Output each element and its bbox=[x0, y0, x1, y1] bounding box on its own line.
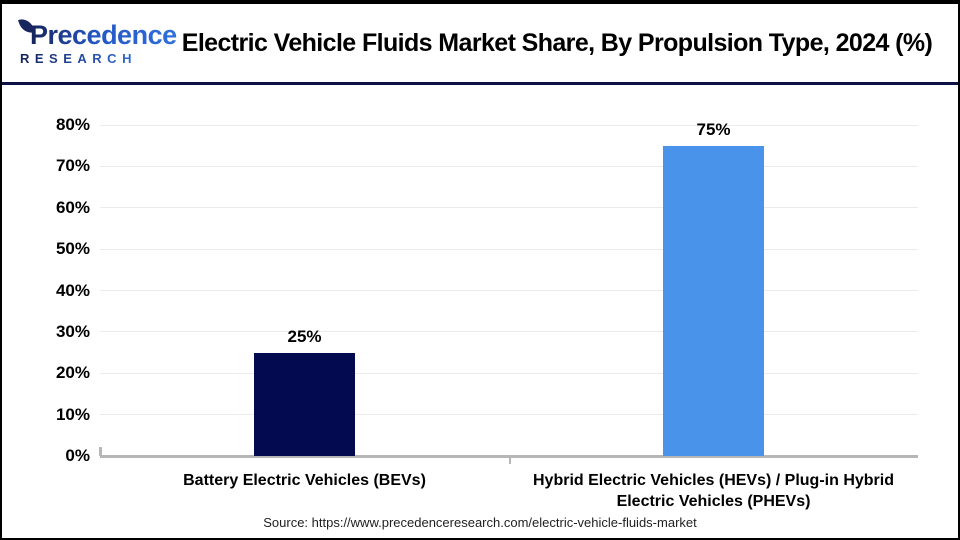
x-axis-category-label: Hybrid Electric Vehicles (HEVs) / Plug-i… bbox=[533, 472, 894, 510]
y-axis-tick-label: 50% bbox=[55, 239, 90, 259]
y-axis-tick-label: 20% bbox=[55, 363, 90, 383]
bar-value-label: 25% bbox=[287, 326, 322, 346]
logo-wordmark: Precedence bbox=[30, 19, 177, 50]
y-axis-tick-label: 30% bbox=[55, 321, 90, 341]
y-axis-tick-label: 40% bbox=[55, 280, 90, 300]
header: Precedence RESEARCH Electric Vehicle Flu… bbox=[2, 4, 958, 85]
axis-left-stub bbox=[99, 447, 102, 456]
axis-category-divider-tick bbox=[509, 458, 511, 464]
x-axis-category-label: Battery Electric Vehicles (BEVs) bbox=[183, 472, 426, 489]
gridline bbox=[100, 124, 918, 126]
gridline bbox=[100, 207, 918, 209]
y-axis-tick-label: 60% bbox=[55, 197, 90, 217]
source-text: Source: https://www.precedenceresearch.c… bbox=[263, 515, 697, 530]
chart-title: Electric Vehicle Fluids Market Share, By… bbox=[181, 28, 933, 57]
gridline bbox=[100, 414, 918, 416]
hev-phev-bar bbox=[663, 145, 764, 456]
y-axis-tick-label: 10% bbox=[55, 404, 90, 424]
gridline bbox=[100, 372, 918, 374]
gridline bbox=[100, 290, 918, 291]
y-axis-tick-label: 80% bbox=[55, 115, 90, 134]
bar-chart: 0% 10% 20% 30% 40% 50% 60% 70% 80% 25% Battery Ele… bbox=[2, 4, 958, 538]
gridline bbox=[100, 331, 918, 333]
y-axis-tick-label: 0% bbox=[65, 446, 90, 465]
gridline bbox=[100, 248, 918, 250]
gridline bbox=[100, 165, 918, 167]
bar-value-label: 75% bbox=[696, 119, 731, 139]
y-axis-tick-label: 70% bbox=[55, 156, 90, 176]
x-axis-line bbox=[100, 455, 918, 458]
logo-subtitle: RESEARCH bbox=[20, 50, 137, 66]
bev-bar bbox=[254, 352, 355, 456]
precedence-research-logo: Precedence RESEARCH bbox=[18, 16, 178, 66]
